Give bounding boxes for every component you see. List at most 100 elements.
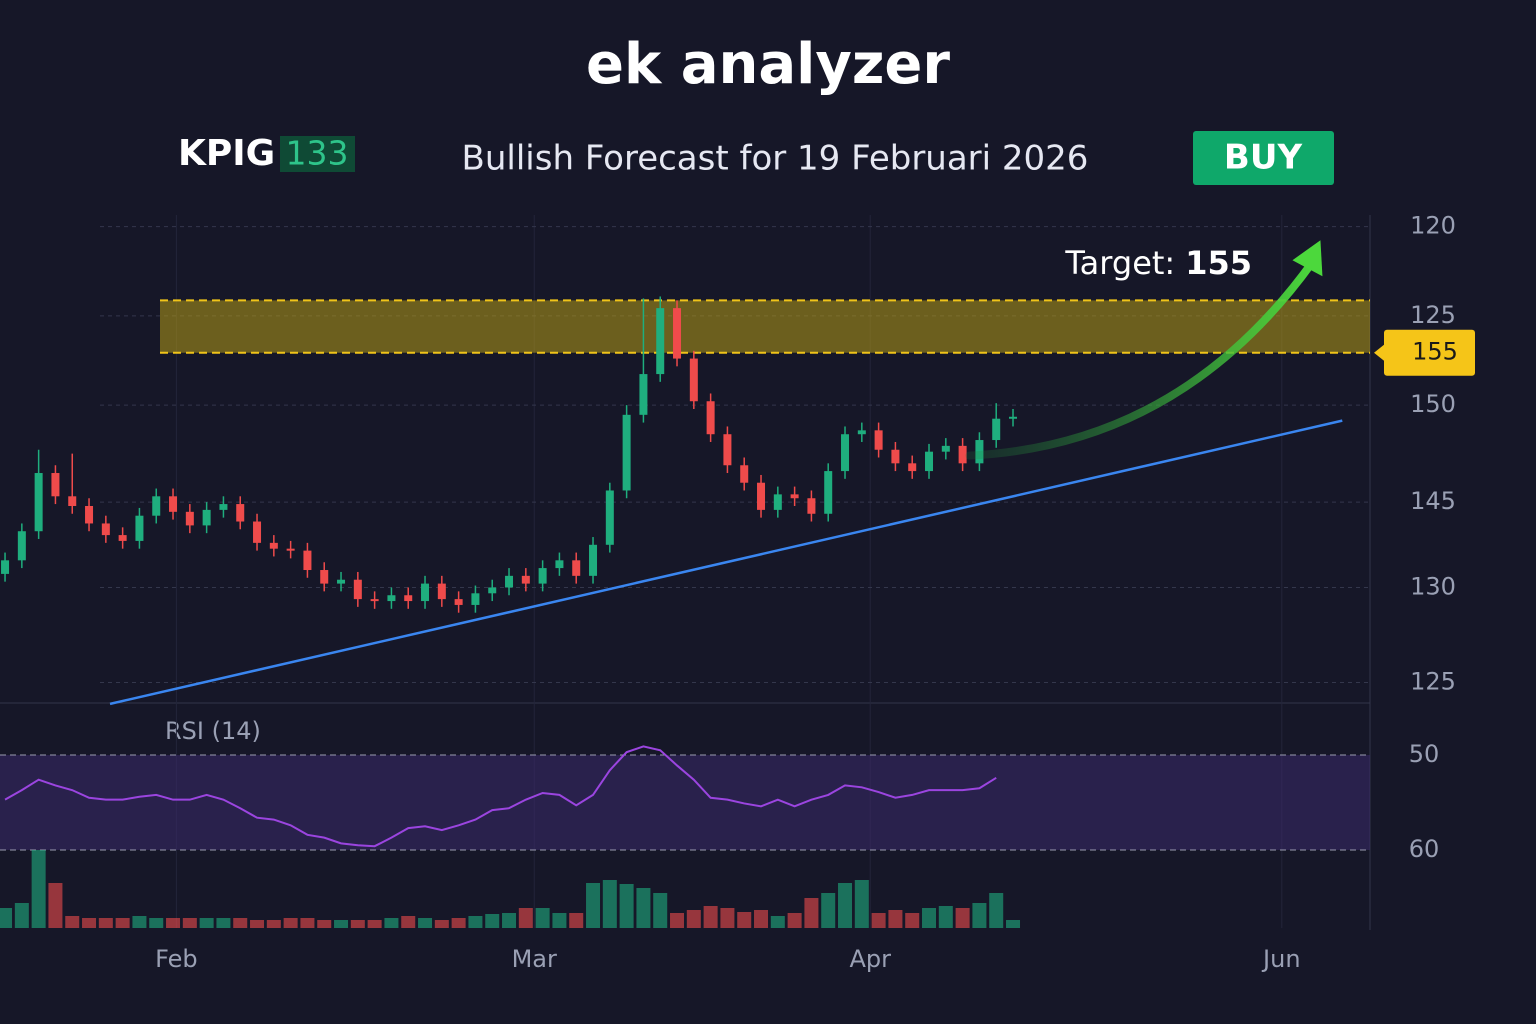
volume-bar xyxy=(14,903,29,928)
candle-body xyxy=(219,504,228,510)
buy-button[interactable] xyxy=(1193,131,1334,185)
target-value: 155 xyxy=(1185,244,1252,282)
volume-bar xyxy=(31,850,46,928)
volume-bar xyxy=(266,920,281,928)
candle-body xyxy=(85,506,94,524)
candle-body xyxy=(790,494,799,499)
volume-bar xyxy=(199,918,214,928)
volume-bar xyxy=(98,918,113,928)
volume-bar xyxy=(518,908,533,928)
y-tick-label: 145 xyxy=(1410,487,1456,515)
candle-body xyxy=(857,430,866,435)
candle-body xyxy=(673,308,682,359)
candle-body xyxy=(454,599,463,605)
volume-bar xyxy=(636,888,651,928)
volume-bar xyxy=(619,884,634,928)
candle-body xyxy=(236,504,245,522)
x-tick-label: Feb xyxy=(155,945,198,973)
volume-bar xyxy=(569,913,584,928)
volume-bar xyxy=(451,918,466,928)
candle-body xyxy=(841,434,850,472)
volume-bar xyxy=(653,893,668,928)
rsi-label: RSI (14) xyxy=(165,717,261,745)
candle-body xyxy=(353,579,362,600)
candle-body xyxy=(269,542,278,549)
candle-body xyxy=(589,544,598,576)
volume-bar xyxy=(586,883,601,928)
candle-body xyxy=(992,418,1001,441)
candle-body xyxy=(941,445,950,452)
volume-bar xyxy=(737,912,752,928)
volume-bar xyxy=(955,908,970,928)
candle-body xyxy=(723,434,732,466)
price-badge xyxy=(1384,329,1475,376)
candle-body xyxy=(505,575,514,588)
candle-body xyxy=(824,471,833,514)
y-tick-label: 150 xyxy=(1410,390,1456,418)
candle-body xyxy=(925,451,934,472)
buy-button-label[interactable]: BUY xyxy=(1224,138,1303,178)
volume-bar xyxy=(871,913,886,928)
volume-bar xyxy=(418,918,433,928)
candle-body xyxy=(51,473,60,497)
forecast-arrow xyxy=(965,258,1317,460)
volume-bar xyxy=(602,880,617,928)
target-label: Target: xyxy=(1064,244,1175,282)
volume-bar xyxy=(888,910,903,928)
volume-bar xyxy=(401,916,416,928)
volume-bar xyxy=(972,903,987,928)
candle-body xyxy=(689,358,698,402)
target-annotation: Target: 155 xyxy=(1064,244,1252,282)
volume-bar xyxy=(300,918,315,928)
volume-bar xyxy=(703,906,718,928)
volume-bar xyxy=(552,913,567,928)
volume-bar xyxy=(350,920,365,928)
x-tick-label: Apr xyxy=(849,945,891,973)
candle-body xyxy=(622,414,631,491)
volume-bar xyxy=(82,918,97,928)
forecast: Bullish Forecast for 19 Februari 2026 xyxy=(462,139,1089,179)
candle-body xyxy=(68,496,77,506)
volume-bar xyxy=(0,908,13,928)
volume-bar xyxy=(838,883,853,928)
title: ek analyzer xyxy=(586,32,950,97)
volume-bar xyxy=(468,916,483,928)
candle-body xyxy=(521,575,530,584)
volume-bar xyxy=(250,920,265,928)
volume-bar xyxy=(115,918,130,928)
candle-body xyxy=(807,498,816,514)
candle-body xyxy=(555,560,564,569)
candle-body xyxy=(185,511,194,526)
volume-bar xyxy=(754,910,769,928)
y-tick-label: 120 xyxy=(1410,212,1456,240)
volume-bar xyxy=(367,920,382,928)
volume-bar xyxy=(905,913,920,928)
trendline xyxy=(109,419,1343,706)
volume-bar xyxy=(989,893,1004,928)
candle-body xyxy=(488,587,497,594)
volume-bar xyxy=(216,918,231,928)
volume-bar xyxy=(938,906,953,928)
price-badge-label: 155 xyxy=(1412,338,1458,366)
volume-bar xyxy=(182,918,197,928)
volume-bar xyxy=(149,918,164,928)
candle-body xyxy=(135,515,144,541)
rsi-tick-label: 60 xyxy=(1409,835,1440,863)
candle-body xyxy=(34,473,43,532)
candle-body xyxy=(538,568,547,584)
candle-body xyxy=(152,496,161,516)
volume-bar xyxy=(686,910,701,928)
candle-body xyxy=(118,535,127,541)
volume-bar xyxy=(434,920,449,928)
candle-body xyxy=(169,496,178,512)
volume-bar xyxy=(283,918,298,928)
candle-body xyxy=(757,482,766,510)
candle-body xyxy=(253,521,262,543)
y-tick-label: 125 xyxy=(1410,301,1456,329)
candle-body xyxy=(303,550,312,571)
volume-bar xyxy=(1006,920,1021,928)
candle-body xyxy=(605,490,614,545)
candle-body xyxy=(471,593,480,605)
candle-body xyxy=(286,548,295,551)
